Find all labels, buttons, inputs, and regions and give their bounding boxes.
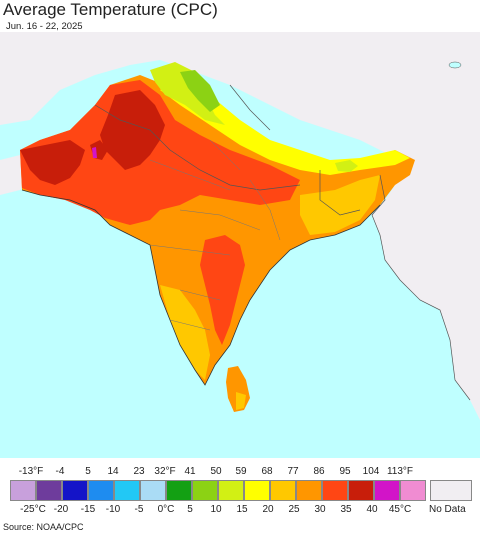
region-very-hot-core (100, 90, 165, 170)
legend-f-label: 14 (107, 466, 119, 477)
legend-swatch (374, 480, 400, 501)
region-extreme-spot (92, 147, 97, 158)
legend-no-data-swatch (430, 480, 472, 501)
region-central-hot (200, 235, 245, 345)
legend-swatch (166, 480, 192, 501)
legend-f-label: 68 (261, 466, 273, 477)
region-bhutan (335, 160, 358, 172)
legend-swatch (88, 480, 114, 501)
legend-f-label: 113°F (386, 466, 414, 477)
international-borders (94, 84, 471, 401)
temperature-map (0, 32, 480, 458)
legend-f-label: 104 (362, 466, 380, 477)
legend-f-label: 86 (313, 466, 325, 477)
legend-f-label: 50 (210, 466, 222, 477)
legend-f-label: 23 (133, 466, 145, 477)
legend-c-label: 0°C (157, 504, 175, 515)
legend-swatch (62, 480, 88, 501)
legend-swatch (322, 480, 348, 501)
region-sri-lanka-south (236, 392, 246, 410)
land-east-nodata (372, 160, 480, 420)
region-himalaya-cold (180, 70, 220, 112)
legend-c-label: 35 (340, 504, 352, 515)
legend-c-label: -20 (53, 504, 69, 515)
legend-swatch (244, 480, 270, 501)
legend-f-label: 77 (287, 466, 299, 477)
legend-c-label: 30 (314, 504, 326, 515)
state-borders (149, 139, 281, 331)
region-east-mild (300, 175, 380, 235)
legend-swatch (270, 480, 296, 501)
legend-c-label: 45°C (388, 504, 412, 515)
region-himalaya-green (150, 62, 225, 125)
legend-swatch (348, 480, 374, 501)
legend-no-data-label: No Data (429, 504, 466, 515)
region-south-mild (160, 285, 210, 380)
legend-c-label: 15 (236, 504, 248, 515)
legend-c-label: -10 (105, 504, 121, 515)
region-very-hot-west (20, 140, 85, 185)
legend-swatch (36, 480, 62, 501)
legend-fahrenheit-labels: -13°F -4 5 14 23 32°F 41 50 59 68 77 86 … (0, 466, 480, 480)
legend-c-label: 40 (366, 504, 378, 515)
legend-c-label: 10 (210, 504, 222, 515)
legend-swatch (296, 480, 322, 501)
legend-f-label: 59 (235, 466, 247, 477)
legend-swatch (140, 480, 166, 501)
legend-c-label: 25 (288, 504, 300, 515)
legend-swatch (400, 480, 426, 501)
legend-c-label: 20 (262, 504, 274, 515)
legend-f-label: -4 (55, 466, 65, 477)
source-credit: Source: NOAA/CPC (3, 522, 84, 532)
lake (448, 61, 462, 69)
legend-swatch (218, 480, 244, 501)
legend-f-label: 5 (85, 466, 91, 477)
date-range: Jun. 16 - 22, 2025 (6, 21, 83, 32)
legend-color-bar (10, 480, 426, 501)
legend-f-label: 41 (184, 466, 196, 477)
legend-celsius-labels: -25°C -20 -15 -10 -5 0°C 5 10 15 20 25 3… (0, 504, 480, 518)
legend-c-label: -5 (134, 504, 144, 515)
legend-f-label: 95 (339, 466, 351, 477)
land-north-nodata (0, 32, 480, 215)
region-hot-band (20, 80, 300, 225)
coastline (21, 189, 381, 386)
legend-swatch (10, 480, 36, 501)
legend-f-label: 32°F (154, 466, 176, 477)
legend-f-label: -13°F (18, 466, 44, 477)
legend-c-label: -25°C (20, 504, 46, 515)
legend-swatch (114, 480, 140, 501)
legend-c-label: 5 (187, 504, 193, 515)
map-title: Average Temperature (CPC) (3, 0, 218, 19)
legend-swatch (192, 480, 218, 501)
legend-c-label: -15 (80, 504, 96, 515)
